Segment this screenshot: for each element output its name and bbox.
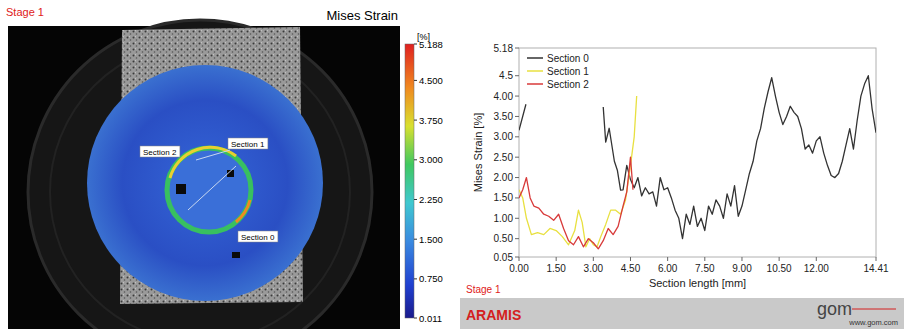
legend-swatch xyxy=(527,83,543,85)
plot-frame xyxy=(519,48,876,257)
colorbar-tick xyxy=(414,239,417,240)
x-tick-label: 14.41 xyxy=(863,263,888,274)
x-tick-label: 3.00 xyxy=(584,263,604,274)
y-tick-label: 4.00 xyxy=(494,91,514,102)
series-line xyxy=(519,157,633,249)
colorbar-tick-label: 1.500 xyxy=(419,234,443,245)
y-tick-label: 1.00 xyxy=(494,213,514,224)
legend-swatch xyxy=(527,70,543,72)
y-tick-label: 3.50 xyxy=(494,111,514,122)
strain-image-panel: Section 2 Section 1 Section 0 xyxy=(8,20,400,329)
logo-rule xyxy=(852,309,896,310)
y-tick xyxy=(515,238,519,239)
y-tick-label: 5.18 xyxy=(494,43,514,54)
line-chart: 0.05 0.50 1.00 1.50 2.00 2.50 3.00 3.50 4.00 4.5 5… xyxy=(472,43,889,290)
strain-field xyxy=(87,65,323,301)
y-tick-label: 2.00 xyxy=(494,172,514,183)
x-tick xyxy=(593,257,594,261)
y-axis-title: Mises Strain [%] xyxy=(472,113,484,192)
y-tick-label: 1.50 xyxy=(494,192,514,203)
colorbar-tick xyxy=(414,278,417,279)
image-title: Mises Strain xyxy=(326,8,398,23)
y-tick xyxy=(515,177,519,178)
x-tick xyxy=(876,257,877,261)
x-tick xyxy=(556,257,557,261)
y-tick xyxy=(515,218,519,219)
x-tick xyxy=(630,257,631,261)
x-tick xyxy=(704,257,705,261)
section-label-box xyxy=(238,231,278,242)
legend-swatch xyxy=(527,57,543,59)
colorbar-tick xyxy=(414,318,417,319)
colorbar-tick-label: 0.750 xyxy=(419,273,443,284)
strain-ring-high xyxy=(236,200,250,222)
x-tick-label: 4.50 xyxy=(621,263,641,274)
x-tick-label: 12.00 xyxy=(804,263,829,274)
fixture-disc xyxy=(28,20,372,329)
colorbar-tick xyxy=(414,120,417,121)
section-line xyxy=(196,150,230,160)
missing-facet xyxy=(232,252,240,258)
stage-label: Stage 1 xyxy=(6,6,44,18)
x-tick-label: 1.50 xyxy=(546,263,566,274)
footer-band xyxy=(460,298,904,329)
section-label-box xyxy=(228,138,268,149)
brand-logo: gom xyxy=(817,299,852,319)
section-label: Section 0 xyxy=(241,233,275,242)
colorbar-tick-label: 5.188 xyxy=(419,39,443,50)
colorbar xyxy=(405,44,414,318)
missing-facet xyxy=(176,184,186,194)
y-tick xyxy=(515,116,519,117)
series-line xyxy=(519,76,876,239)
y-tick xyxy=(515,197,519,198)
x-axis-title: Section length [mm] xyxy=(649,277,746,289)
x-tick xyxy=(779,257,780,261)
y-tick-label: 2.50 xyxy=(494,152,514,163)
fixture-ring xyxy=(50,42,350,329)
inner-field xyxy=(167,148,251,232)
y-tick xyxy=(515,75,519,76)
background xyxy=(0,0,904,329)
stage-label: Stage 1 xyxy=(466,284,501,295)
y-tick xyxy=(515,48,519,49)
y-tick-label: 4.5 xyxy=(499,70,513,81)
colorbar-tick xyxy=(414,159,417,160)
x-tick-label: 6.00 xyxy=(658,263,678,274)
legend-label: Section 2 xyxy=(547,79,589,90)
section-label: Section 1 xyxy=(231,140,265,149)
section-label: Section 2 xyxy=(143,148,177,157)
colorbar-tick-label: 3.000 xyxy=(419,154,443,165)
section-label-box xyxy=(140,146,180,157)
x-tick-label: 7.50 xyxy=(695,263,715,274)
page: Section 2 Section 1 Section 0 Stage 1 Mises … xyxy=(0,0,904,329)
colorbar-tick-label: 2.250 xyxy=(419,194,443,205)
y-tick xyxy=(515,96,519,97)
series-group xyxy=(519,76,876,249)
strain-ring xyxy=(167,148,251,232)
x-tick-label: 10.50 xyxy=(767,263,792,274)
y-tick-label: 3.00 xyxy=(494,131,514,142)
x-tick xyxy=(816,257,817,261)
legend-label: Section 0 xyxy=(547,53,589,64)
x-tick xyxy=(519,257,520,261)
y-tick xyxy=(515,257,519,258)
colorbar-tick xyxy=(414,80,417,81)
x-tick-label: 9.00 xyxy=(732,263,752,274)
legend-label: Section 1 xyxy=(547,66,589,77)
colorbar-tick xyxy=(414,199,417,200)
colorbar-tick-label: 0.011 xyxy=(419,313,442,324)
x-tick xyxy=(741,257,742,261)
y-tick-label: 0.05 xyxy=(494,252,514,263)
x-tick xyxy=(667,257,668,261)
colorbar-tick-label: 4.500 xyxy=(419,75,443,86)
y-tick-label: 0.50 xyxy=(494,233,514,244)
brand-aramis: ARAMIS xyxy=(466,307,521,323)
colorbar-tick xyxy=(414,44,417,45)
colorbar-tick-label: 3.750 xyxy=(419,115,443,126)
section-line xyxy=(188,166,236,210)
y-tick xyxy=(515,157,519,158)
y-tick xyxy=(515,136,519,137)
x-tick-label: 0.00 xyxy=(509,263,529,274)
brand-url: www.gom.com xyxy=(848,318,898,327)
